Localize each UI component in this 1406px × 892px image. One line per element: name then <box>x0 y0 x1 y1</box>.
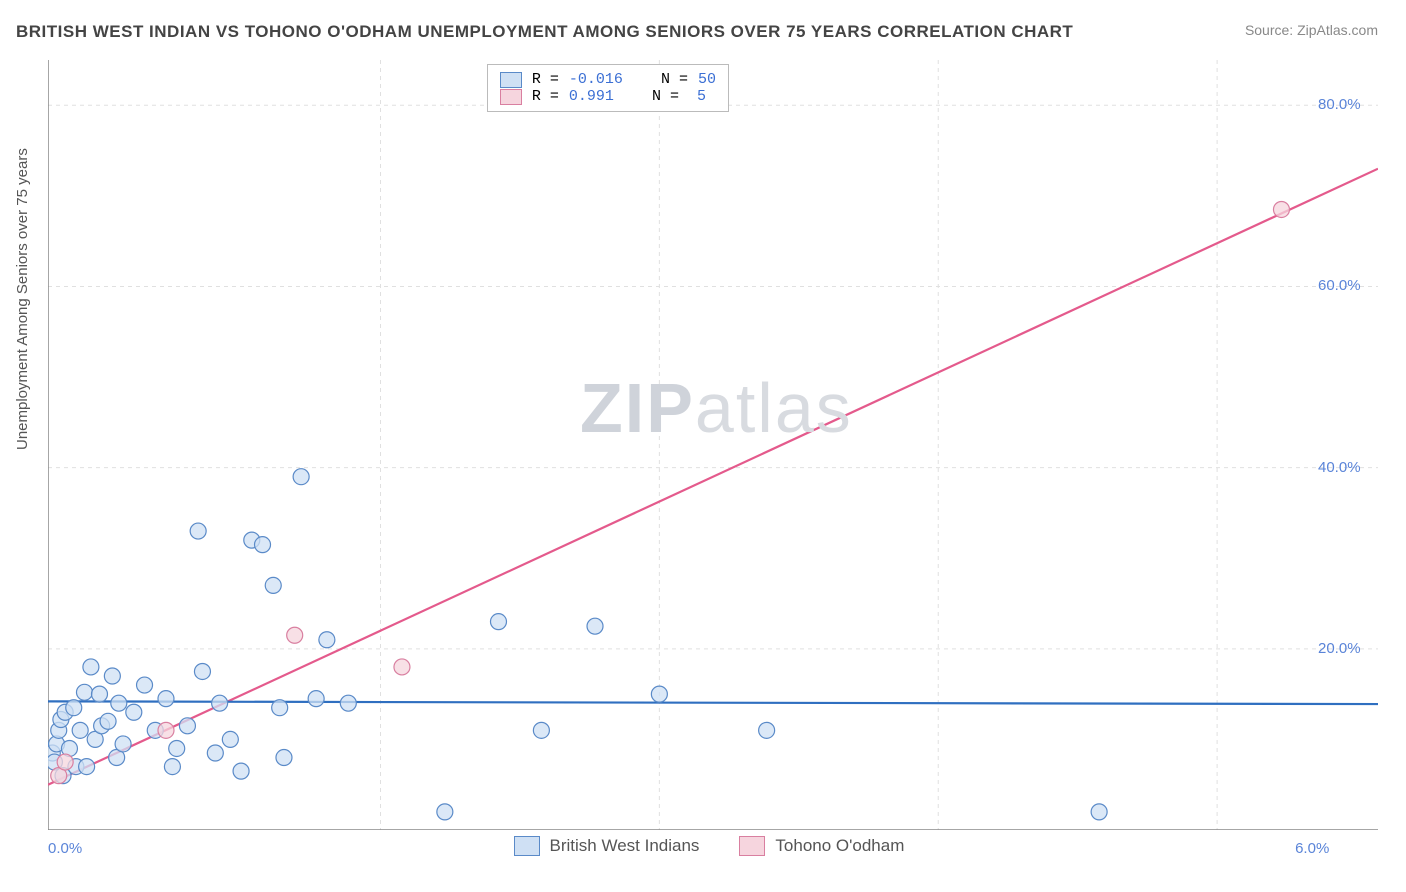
series-legend: British West Indians Tohono O'odham <box>514 836 905 856</box>
swatch-tohono <box>500 89 522 105</box>
legend-item-tohono: Tohono O'odham <box>739 836 904 856</box>
stats-row-tohono: R = 0.991 N = 5 <box>500 88 716 105</box>
source-name: ZipAtlas.com <box>1297 22 1378 38</box>
y-tick-label: 20.0% <box>1318 640 1361 657</box>
y-tick-label: 60.0% <box>1318 277 1361 294</box>
legend-label-tohono: Tohono O'odham <box>775 836 904 856</box>
stats-row-bwi: R = -0.016 N = 50 <box>500 71 716 88</box>
y-axis-label: Unemployment Among Seniors over 75 years <box>14 148 31 450</box>
source-label: Source: <box>1245 22 1293 38</box>
legend-item-bwi: British West Indians <box>514 836 700 856</box>
r-value-bwi: -0.016 <box>569 71 623 88</box>
n-value-bwi: 50 <box>698 71 716 88</box>
y-tick-label: 40.0% <box>1318 459 1361 476</box>
r-label: R = <box>532 88 559 105</box>
stats-legend: R = -0.016 N = 50 R = 0.991 N = 5 <box>487 64 729 112</box>
r-value-tohono: 0.991 <box>569 88 614 105</box>
chart-container: BRITISH WEST INDIAN VS TOHONO O'ODHAM UN… <box>0 0 1406 892</box>
swatch-bwi <box>500 72 522 88</box>
swatch-bwi-icon <box>514 836 540 856</box>
source-attribution: Source: ZipAtlas.com <box>1245 22 1378 38</box>
scatter-plot <box>48 60 1378 830</box>
x-tick-label: 0.0% <box>48 840 82 857</box>
r-label: R = <box>532 71 559 88</box>
chart-title: BRITISH WEST INDIAN VS TOHONO O'ODHAM UN… <box>16 22 1073 42</box>
x-tick-label: 6.0% <box>1295 840 1329 857</box>
n-value-tohono: 5 <box>689 88 706 105</box>
n-label: N = <box>652 88 679 105</box>
swatch-tohono-icon <box>739 836 765 856</box>
n-label: N = <box>661 71 688 88</box>
y-tick-label: 80.0% <box>1318 96 1361 113</box>
legend-label-bwi: British West Indians <box>550 836 700 856</box>
